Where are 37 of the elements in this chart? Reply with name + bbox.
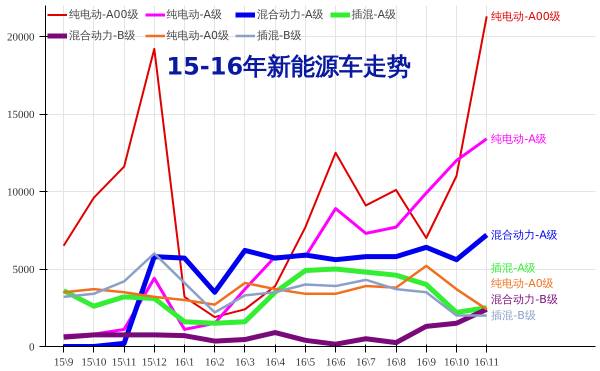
legend-label: 混合动力-A级 bbox=[257, 7, 324, 22]
text: 混合动力-A级 bbox=[491, 228, 558, 242]
x-tick-label: 16\11 bbox=[474, 356, 500, 368]
y-tick-label: 0 bbox=[29, 342, 35, 354]
text: 插混-B级 bbox=[491, 309, 536, 322]
x-tick-label: 16\5 bbox=[296, 356, 316, 368]
legend-label: 混合动力-B级 bbox=[69, 28, 136, 43]
x-tick-label: 16\4 bbox=[265, 356, 286, 368]
x-tick-label: 16\2 bbox=[204, 356, 225, 368]
text: 纯电动-A级 bbox=[491, 132, 547, 146]
legend-label: 插混-B级 bbox=[257, 28, 302, 43]
x-tick-label: 16\10 bbox=[444, 356, 470, 368]
line-series bbox=[62, 264, 488, 311]
x-tick-label: 16\3 bbox=[235, 356, 256, 368]
x-tick-label: 16\7 bbox=[356, 356, 376, 368]
text: 15-16年新能源车走势 bbox=[166, 52, 412, 81]
legend-label: 纯电动-A0级 bbox=[166, 28, 229, 43]
text: 插混-A级 bbox=[491, 261, 536, 274]
y-tick-label: 5000 bbox=[12, 264, 35, 276]
legend-label: 纯电动-A级 bbox=[166, 7, 222, 22]
x-tick-label: 16\8 bbox=[386, 356, 406, 368]
y-tick-label: 15000 bbox=[7, 109, 35, 121]
x-tick-label: 16\6 bbox=[326, 356, 346, 368]
line-series bbox=[62, 252, 488, 317]
text: 纯电动-A0级 bbox=[491, 277, 554, 290]
x-tick-label: 16\1 bbox=[174, 356, 194, 368]
y-tick-label: 10000 bbox=[7, 186, 35, 198]
x-tick-label: 15\9 bbox=[54, 356, 74, 368]
x-tick-label: 16\9 bbox=[416, 356, 437, 368]
text: 混合动力-B级 bbox=[491, 293, 558, 306]
x-tick-label: 15\10 bbox=[81, 356, 107, 368]
x-tick-label: 15\12 bbox=[142, 356, 167, 368]
legend-label: 插混-A级 bbox=[352, 7, 396, 22]
text: 纯电动-A00级 bbox=[491, 10, 561, 23]
y-tick-label: 20000 bbox=[7, 32, 35, 44]
legend-label: 纯电动-A00级 bbox=[69, 7, 138, 22]
x-tick-label: 15\11 bbox=[112, 356, 136, 368]
